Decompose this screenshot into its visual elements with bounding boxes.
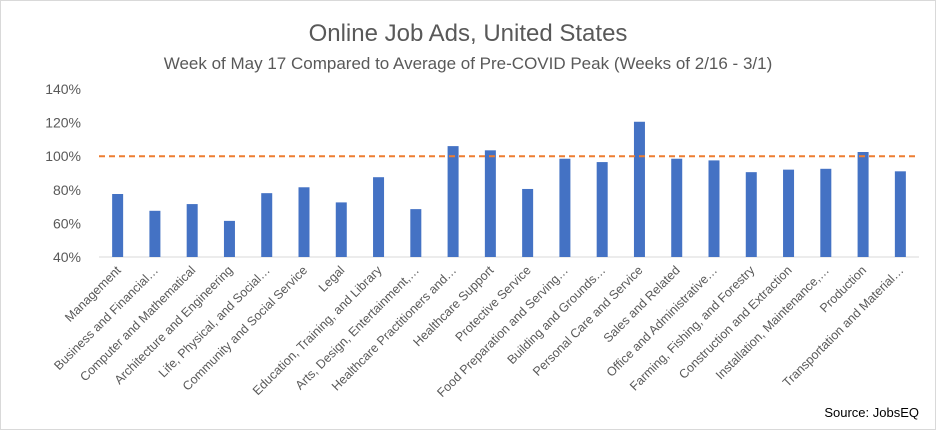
bar	[894, 171, 906, 257]
chart-title: Online Job Ads, United States	[309, 20, 628, 47]
bar	[298, 187, 310, 257]
bar	[373, 177, 385, 257]
bar	[335, 202, 347, 257]
bar	[149, 210, 161, 257]
bar	[484, 150, 496, 257]
bar	[745, 172, 757, 257]
bar	[410, 209, 422, 257]
bar	[261, 193, 273, 257]
bar	[447, 146, 459, 257]
x-tick-label: Legal	[316, 263, 348, 295]
bar	[671, 158, 683, 257]
y-axis: 40% 60% 80% 100% 120% 140%	[45, 81, 81, 265]
chart-subtitle: Week of May 17 Compared to Average of Pr…	[164, 54, 773, 73]
bars	[112, 121, 906, 257]
bar	[112, 194, 124, 257]
bar	[633, 121, 645, 257]
bar	[596, 162, 608, 257]
source-note: Source: JobsEQ	[824, 405, 919, 420]
bar	[223, 220, 235, 257]
bar	[522, 188, 534, 257]
y-tick-label: 80%	[53, 182, 81, 198]
bar	[708, 160, 720, 257]
bar	[559, 158, 571, 257]
bar	[820, 168, 832, 257]
y-tick-label: 100%	[45, 148, 81, 164]
y-tick-label: 140%	[45, 81, 81, 97]
y-tick-label: 60%	[53, 215, 81, 231]
bar	[783, 169, 795, 257]
y-tick-label: 120%	[45, 115, 81, 131]
bar	[186, 204, 198, 257]
y-tick-label: 40%	[53, 249, 81, 265]
bar	[857, 152, 869, 257]
